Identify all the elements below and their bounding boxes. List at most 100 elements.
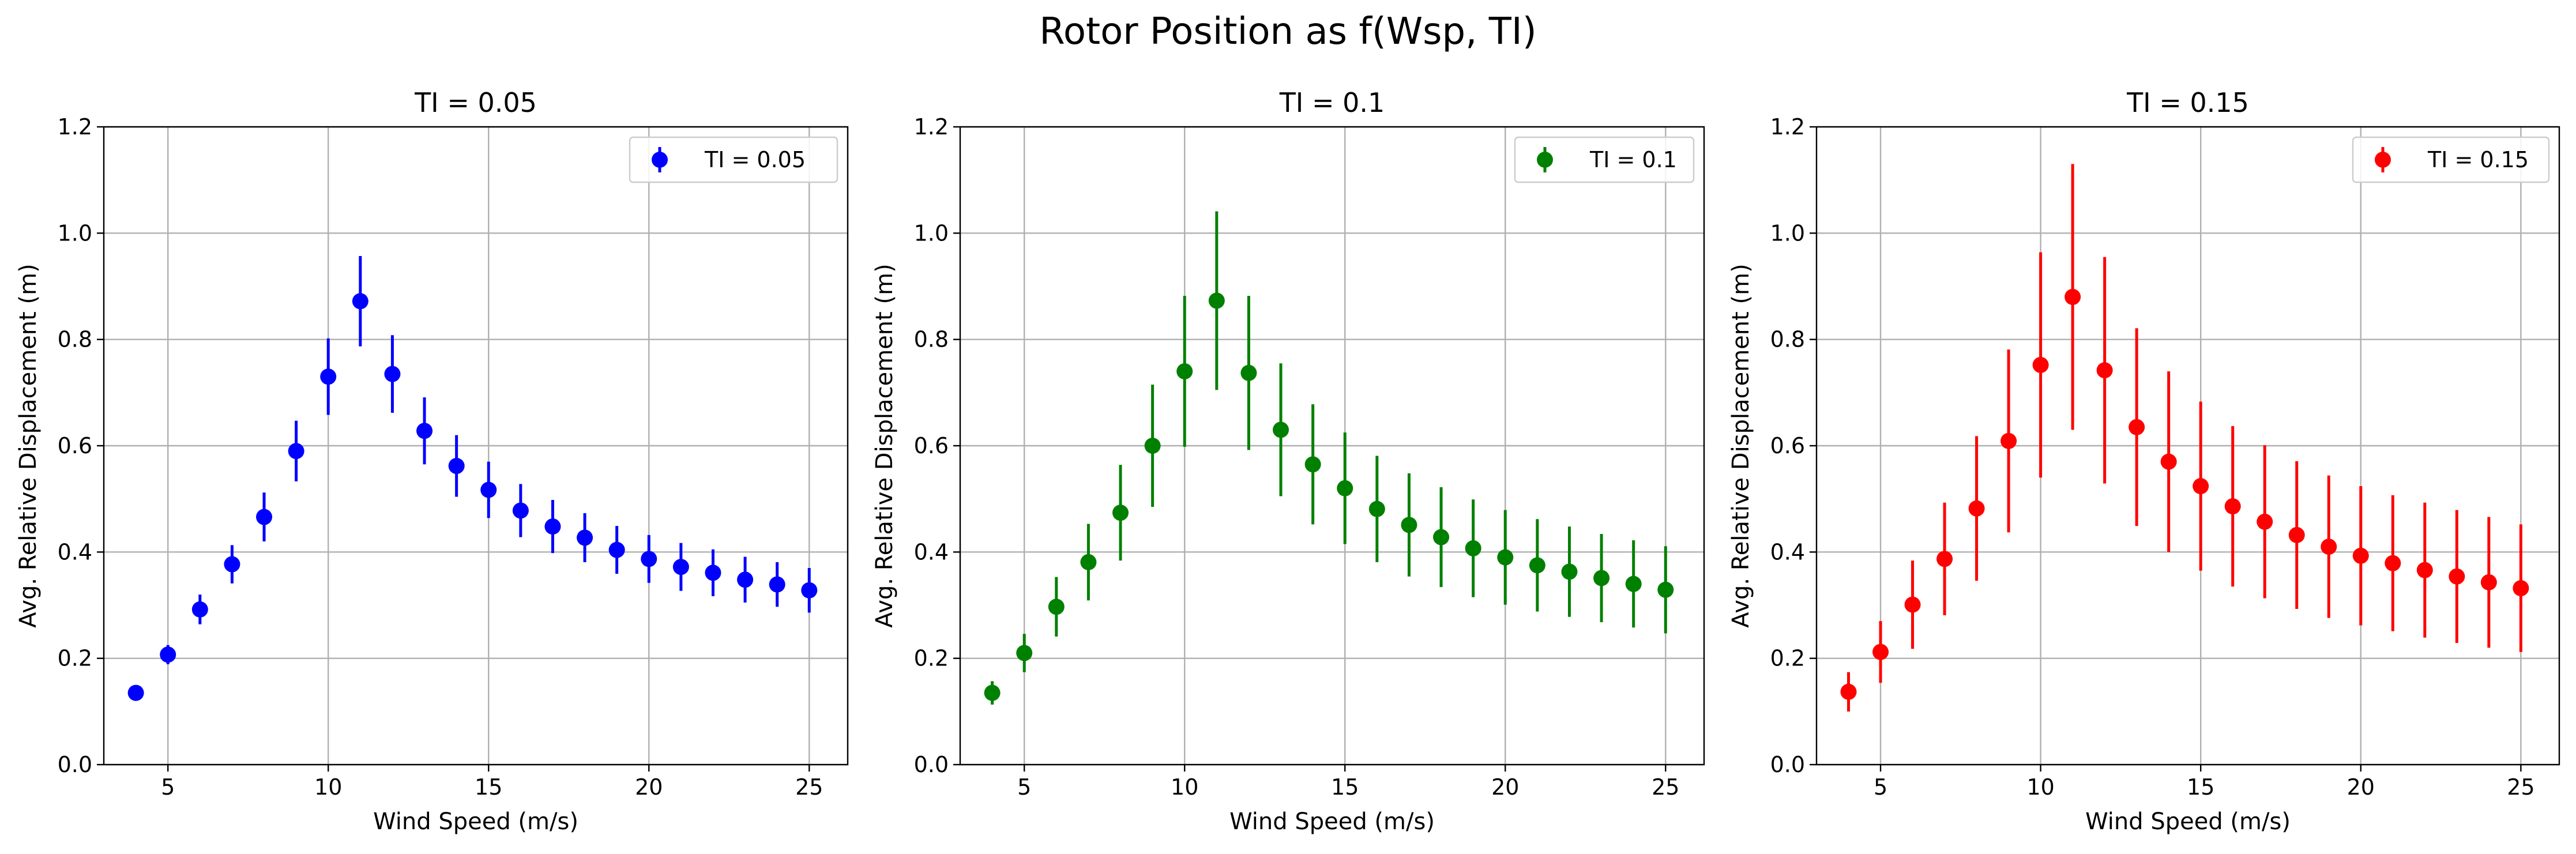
legend-box [629,136,838,183]
data-point [288,443,304,460]
data-point [127,684,144,701]
data-point [1465,540,1481,556]
data-point [448,458,465,475]
data-point [384,366,401,382]
data-point [1208,292,1225,309]
legend-label: TI = 0.05 [704,147,806,172]
y-tick-label: 0.8 [914,327,949,352]
data-point [2193,478,2209,495]
y-tick-label: 0.2 [1770,646,1805,671]
y-tick-label: 0.2 [914,646,949,671]
data-point [1840,683,1857,700]
data-point [416,423,433,439]
x-tick-label: 5 [161,774,175,800]
x-axis-label: Wind Speed (m/s) [373,808,578,835]
x-tick-label: 10 [1171,774,1198,800]
data-point [352,293,368,310]
legend-label: TI = 0.15 [2427,147,2529,172]
y-tick-label: 0.6 [58,433,92,458]
data-point [1176,363,1193,379]
data-point [984,684,1001,701]
data-point [480,481,497,498]
axes-frame [103,126,849,766]
data-point [512,502,529,519]
x-tick-label: 10 [314,774,342,800]
y-tick-label: 0.2 [58,646,92,671]
data-point [801,582,818,599]
data-point [224,556,240,573]
x-axis-label: Wind Speed (m/s) [2085,808,2291,835]
series-2 [1840,164,2529,712]
series-0 [127,255,818,701]
y-tick-label: 0.0 [1770,752,1805,777]
y-axis-label: Avg. Relative Displacement (m) [871,264,898,627]
axes-frame [1815,126,2560,766]
y-tick-label: 0.0 [58,752,92,777]
x-tick-label: 15 [1331,774,1359,800]
y-tick-label: 0.4 [58,539,92,565]
data-point [737,571,754,588]
data-point [2064,288,2081,305]
y-tick-label: 0.4 [914,539,949,565]
x-tick-label: 15 [475,774,502,800]
y-tick-label: 1.0 [914,220,949,246]
data-point [608,541,625,558]
data-point [641,551,657,567]
y-tick-label: 0.0 [914,752,949,777]
y-tick-label: 1.0 [1770,220,1805,246]
y-tick-label: 0.8 [58,327,92,352]
data-point [2129,419,2145,435]
data-point [1529,557,1545,574]
data-point [2257,513,2273,530]
data-point [2321,539,2337,555]
x-tick-label: 25 [795,774,823,800]
legend-box [1514,136,1695,183]
y-tick-label: 1.2 [58,114,92,140]
subplot-ti-015: 5 10 15 20 25 0.0 0.2 0.4 0.6 0.8 1.0 1.2 TI = 0.15 W… [1728,87,2560,835]
data-point [1368,501,1385,517]
subplot-ti-010: 5 10 15 20 25 0.0 0.2 0.4 0.6 0.8 1.0 1.2 TI = 0.1 Wi… [871,87,1705,835]
data-point [1016,645,1033,661]
subplot-ti-005: 5 10 15 20 25 0.0 0.2 0.4 0.6 0.8 1.0 1.2 TI = 0.05 W… [15,87,849,835]
legend-label: TI = 0.1 [1589,147,1677,172]
data-point [2224,498,2241,515]
data-point [1593,570,1610,586]
data-point [672,559,689,575]
data-point [2000,432,2017,449]
data-point [1337,480,1353,496]
x-tick-label: 20 [2347,774,2375,800]
data-point [2032,356,2049,373]
subplot-title: TI = 0.15 [2126,87,2249,118]
series-1 [984,211,1674,705]
y-tick-label: 0.6 [1770,433,1805,458]
data-point [2385,555,2401,571]
x-tick-label: 5 [1017,774,1031,800]
axes-frame [959,126,1705,766]
legend: TI = 0.05 [629,136,838,183]
data-point [2160,453,2177,470]
x-tick-label: 20 [635,774,663,800]
x-tick-label: 5 [1874,774,1887,800]
legend-box [2352,136,2550,183]
y-tick-label: 1.0 [58,220,92,246]
data-point [160,646,176,663]
y-tick-label: 1.2 [1770,114,1805,140]
data-point [2480,574,2497,590]
data-point [2513,580,2529,597]
legend-marker [652,152,668,168]
data-point [577,529,593,546]
subplot-title: TI = 0.1 [1279,87,1385,118]
data-point [1401,517,1417,533]
x-tick-label: 25 [2507,774,2534,800]
x-tick-label: 15 [2187,774,2214,800]
data-point [2096,362,2113,379]
y-tick-label: 0.4 [1770,539,1805,565]
data-point [1144,438,1161,454]
data-point [191,601,208,618]
data-point [1080,554,1097,570]
data-point [705,565,721,581]
x-tick-label: 25 [1652,774,1679,800]
y-tick-label: 1.2 [914,114,949,140]
x-tick-label: 10 [2026,774,2054,800]
y-tick-label: 0.6 [914,433,949,458]
